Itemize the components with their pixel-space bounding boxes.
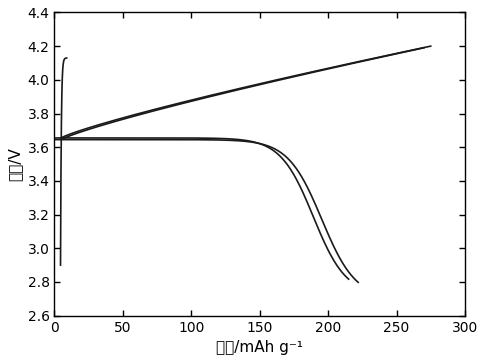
Y-axis label: 电压/V: 电压/V [7,147,22,181]
X-axis label: 容量/mAh g⁻¹: 容量/mAh g⁻¹ [216,340,302,355]
